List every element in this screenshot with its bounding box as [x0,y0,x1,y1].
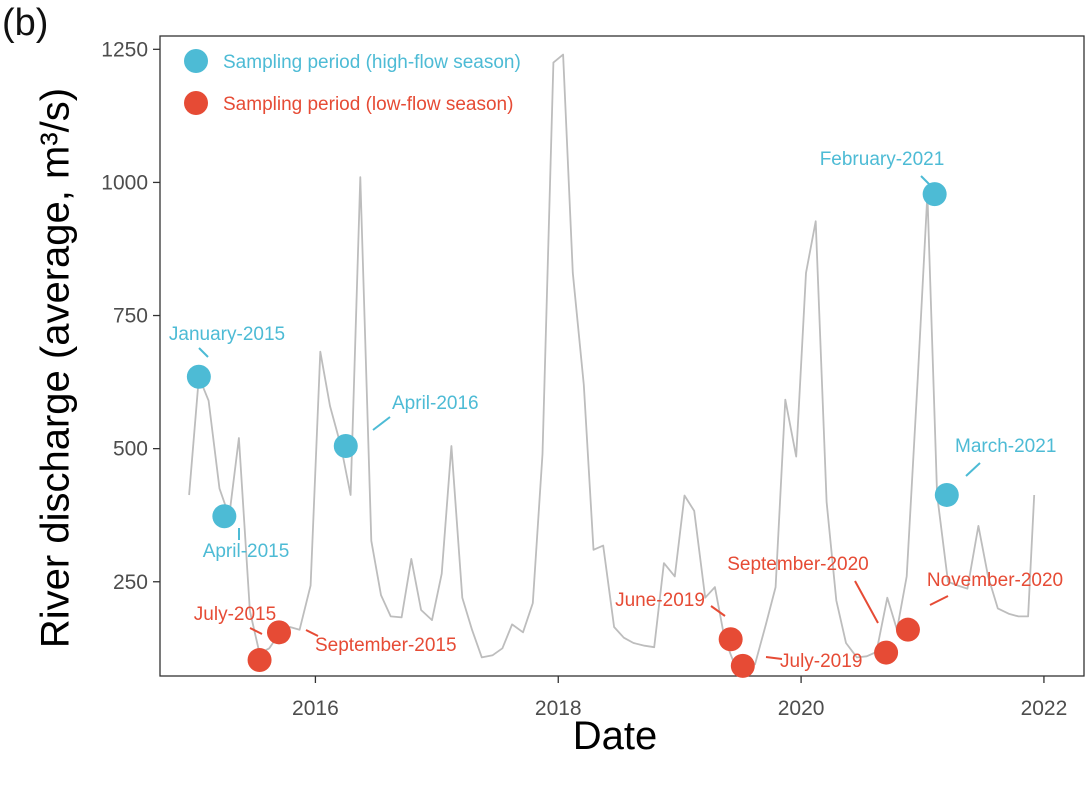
sample-label: January-2015 [169,324,285,345]
sample-point-high [922,182,947,207]
sample-point-high [934,482,959,507]
x-axis-title: Date [572,714,658,758]
legend-label: Sampling period (high-flow season) [223,52,521,73]
y-tick-label: 1000 [101,171,148,194]
sample-label-connector [249,627,263,635]
sample-label: April-2015 [203,541,290,562]
sample-label: September-2015 [315,635,457,656]
y-tick-label: 500 [113,438,148,461]
x-tick-label: 2016 [292,697,339,720]
panel-label: (b) [2,2,49,44]
y-tick-label: 250 [113,571,148,594]
sample-label: March-2021 [955,436,1056,457]
legend-key-low [184,91,208,115]
sample-label-connector [765,656,783,660]
y-tick-label: 750 [113,305,148,328]
sample-label: November-2020 [927,570,1063,591]
sample-label: April-2016 [392,393,479,414]
sample-point-high [333,433,358,458]
sample-point-low [874,640,899,665]
x-tick-label: 2022 [1021,697,1068,720]
sample-label: February-2021 [820,149,945,170]
x-tick-label: 2018 [535,697,582,720]
legend-key-high [184,49,208,73]
sample-label-connector [198,347,209,358]
sample-label-connector [372,416,391,431]
sample-label-connector [965,462,981,477]
sample-point-low [730,653,755,678]
sample-label: June-2019 [615,590,705,611]
sample-label-connector [305,629,319,637]
sample-point-high [212,504,237,529]
legend-label: Sampling period (low-flow season) [223,94,513,115]
plot-panel-border [159,35,1085,677]
sample-point-high [186,364,211,389]
sample-label-connector [710,605,726,617]
discharge-series-line [188,53,1036,668]
sample-label-connector [929,595,949,606]
sample-point-low [247,648,272,673]
sample-label: September-2020 [727,554,869,575]
sample-label-connector [854,580,879,624]
sample-label: July-2015 [194,604,276,625]
sample-point-low [895,617,920,642]
sample-label: July-2019 [780,651,862,672]
x-tick-label: 2020 [778,697,825,720]
sample-point-low [718,627,743,652]
y-tick-label: 1250 [101,38,148,61]
sample-point-low [266,620,291,645]
